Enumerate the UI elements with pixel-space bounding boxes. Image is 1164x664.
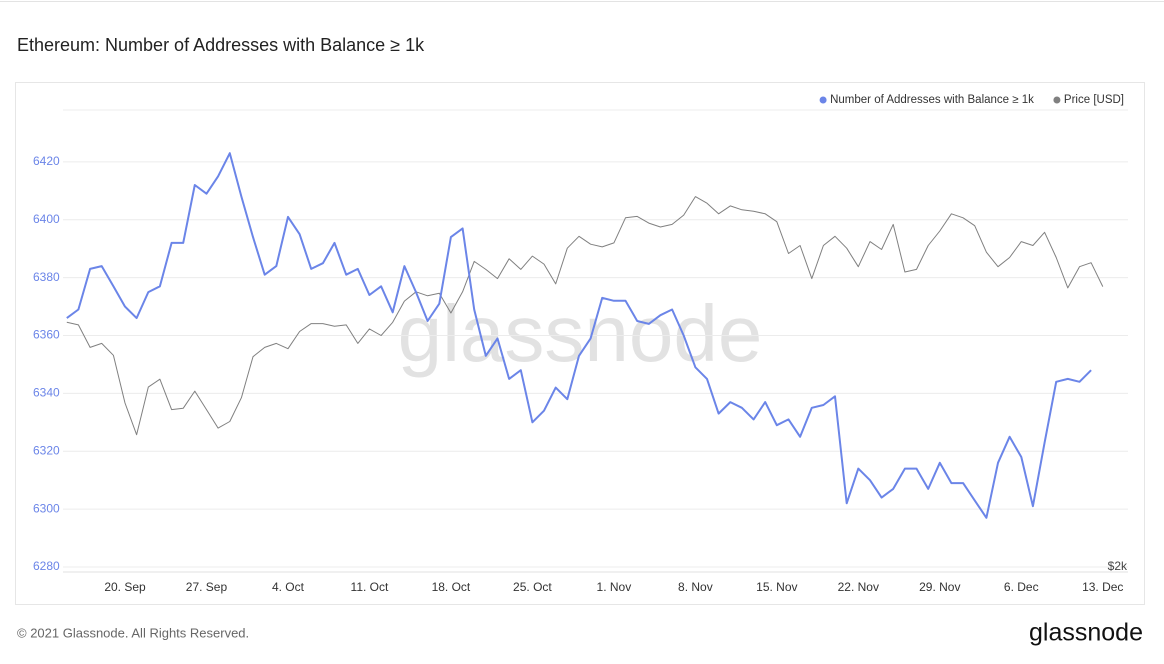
x-tick-label: 6. Dec [1004,580,1039,594]
chart-title: Ethereum: Number of Addresses with Balan… [17,35,425,55]
legend-label: Price [USD] [1064,94,1124,106]
x-tick-label: 22. Nov [838,580,879,594]
x-tick-label: 4. Oct [272,580,305,594]
price-line [66,196,1104,436]
x-tick-label: 25. Oct [513,580,552,594]
logo: glassnode [1029,619,1143,647]
y-tick-label: 6360 [33,328,60,342]
address-line [66,152,1092,519]
legend-swatch [819,96,827,104]
watermark: glassnode [398,289,763,378]
y-tick-label: 6340 [33,386,60,400]
chart-frame [15,82,1145,605]
y-tick-label: 6300 [33,501,60,515]
x-tick-label: 15. Nov [756,580,797,594]
y-tick-label: 6400 [33,212,60,226]
x-tick-label: 29. Nov [919,580,960,594]
y2-tick-label: $2k [1108,559,1128,573]
legend-label: Number of Addresses with Balance ≥ 1k [830,94,1034,106]
x-tick-label: 18. Oct [432,580,471,594]
y-tick-label: 6280 [33,559,60,573]
x-tick-label: 13. Dec [1082,580,1123,594]
y-tick-label: 6420 [33,154,60,168]
y-tick-label: 6380 [33,270,60,284]
legend-swatch [1053,96,1061,104]
x-tick-label: 20. Sep [104,580,146,594]
x-tick-label: 1. Nov [597,580,632,594]
x-tick-label: 27. Sep [186,580,228,594]
copyright: © 2021 Glassnode. All Rights Reserved. [17,625,249,640]
y-tick-label: 6320 [33,443,60,457]
x-tick-label: 8. Nov [678,580,713,594]
x-tick-label: 11. Oct [351,580,389,594]
